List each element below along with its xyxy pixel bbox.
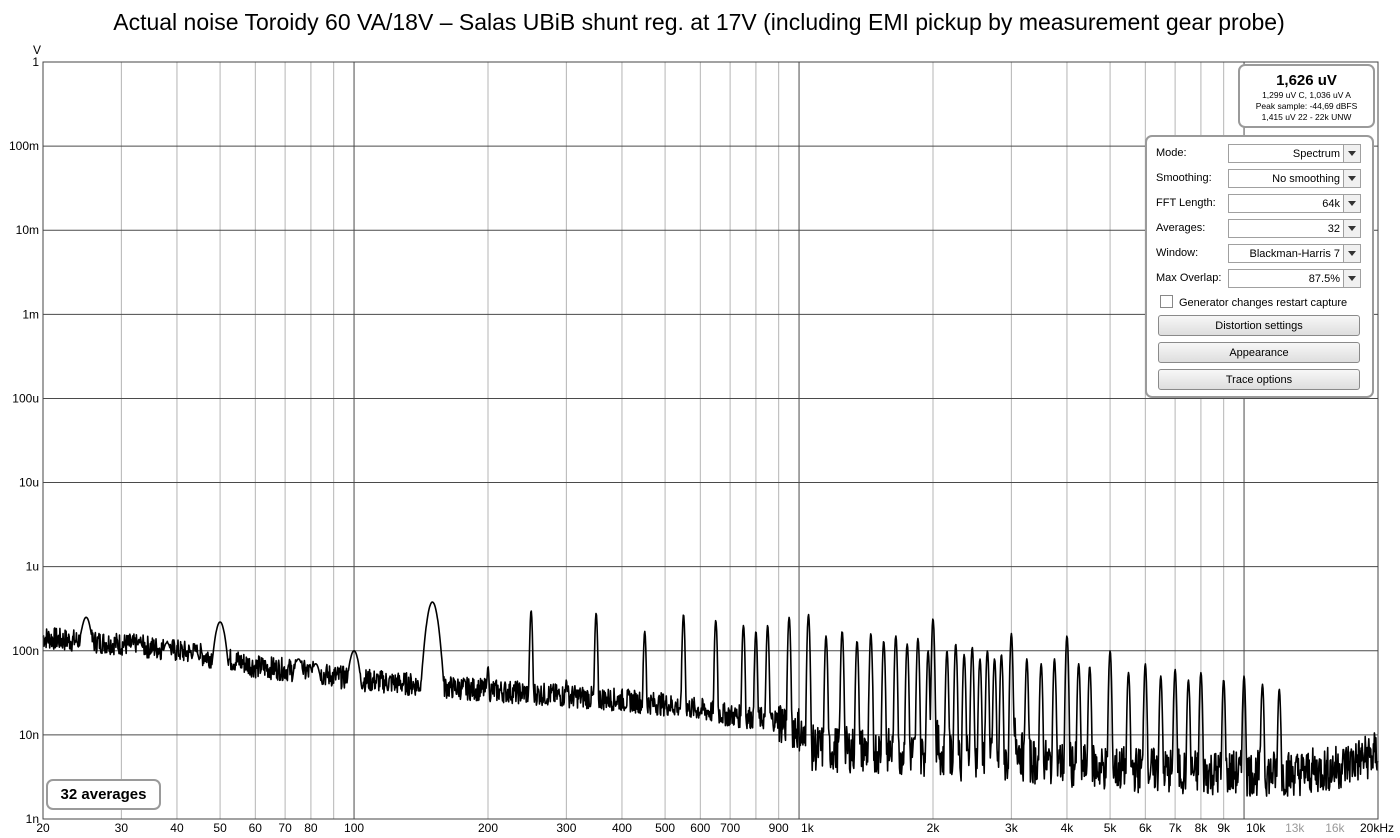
x-tick-label: 8k	[1195, 821, 1209, 835]
smoothing-value: No smoothing	[1272, 173, 1340, 185]
fft-length-label: FFT Length:	[1156, 197, 1216, 209]
noise-spectrum-line	[42, 601, 1379, 797]
x-tick-label: 6k	[1139, 821, 1153, 835]
x-axis-ticks: 20 30 40 50 60 70 80 100 200 300 400 500 600 700 900 1k…	[36, 821, 1394, 835]
smoothing-select[interactable]: No smoothing	[1228, 169, 1361, 188]
level-readout: 1,626 uV 1,299 uV C, 1,036 uV A Peak sam…	[1238, 64, 1375, 128]
x-tick-label: 80	[304, 821, 318, 835]
x-tick-label: 9k	[1217, 821, 1231, 835]
y-axis-ticks: 1 100m 10m 1m 100u 10u 1u 100n 10n 1n	[9, 55, 39, 826]
chevron-down-icon[interactable]	[1343, 170, 1360, 187]
y-axis-unit: V	[33, 43, 41, 57]
x-tick-label: 300	[556, 821, 576, 835]
x-tick-label: 2k	[927, 821, 941, 835]
readout-line-3: 1,415 uV 22 - 22k UNW	[1261, 112, 1352, 122]
readout-line-1: 1,299 uV C, 1,036 uV A	[1262, 90, 1351, 100]
x-tick-label: 20kHz	[1360, 821, 1394, 835]
appearance-button[interactable]: Appearance	[1158, 342, 1360, 363]
window-value: Blackman-Harris 7	[1249, 248, 1340, 260]
x-tick-label: 10k	[1246, 821, 1266, 835]
smoothing-row: Smoothing: No smoothing	[1156, 169, 1366, 189]
max-overlap-select[interactable]: 87.5%	[1228, 269, 1361, 288]
y-tick-label: 10n	[19, 728, 39, 742]
y-tick-label: 100m	[9, 139, 39, 153]
y-tick-label: 10m	[16, 223, 39, 237]
chevron-down-icon[interactable]	[1343, 270, 1360, 287]
readout-line-2: Peak sample: -44,69 dBFS	[1255, 101, 1358, 111]
x-tick-label: 400	[612, 821, 632, 835]
smoothing-label: Smoothing:	[1156, 172, 1212, 184]
x-tick-label: 16k	[1325, 821, 1345, 835]
y-tick-label: 1m	[22, 307, 39, 321]
x-tick-label: 4k	[1061, 821, 1075, 835]
chevron-down-icon[interactable]	[1343, 145, 1360, 162]
window-row: Window: Blackman-Harris 7	[1156, 244, 1366, 264]
averages-status: 32 averages	[46, 779, 161, 810]
x-tick-label: 70	[278, 821, 292, 835]
x-tick-label: 20	[36, 821, 50, 835]
averages-select[interactable]: 32	[1228, 219, 1361, 238]
x-tick-label: 50	[213, 821, 227, 835]
max-overlap-value: 87.5%	[1308, 273, 1340, 285]
plot-frame	[42, 61, 1379, 820]
x-tick-label: 5k	[1104, 821, 1118, 835]
y-tick-label: 100n	[12, 644, 39, 658]
generator-restart-checkbox[interactable]: Generator changes restart capture	[1160, 295, 1347, 309]
mode-value: Spectrum	[1292, 148, 1340, 160]
trace	[42, 601, 1379, 797]
x-tick-label: 60	[249, 821, 263, 835]
fft-length-value: 64k	[1322, 198, 1340, 210]
y-tick-label: 10u	[19, 476, 39, 490]
fft-length-row: FFT Length: 64k	[1156, 194, 1366, 214]
fft-length-select[interactable]: 64k	[1228, 194, 1361, 213]
readout-main: 1,626 uV	[1276, 72, 1337, 89]
mode-select[interactable]: Spectrum	[1228, 144, 1361, 163]
x-tick-label: 600	[690, 821, 710, 835]
x-tick-label: 100	[344, 821, 364, 835]
averages-label: Averages:	[1156, 222, 1206, 234]
x-tick-label: 200	[478, 821, 498, 835]
y-tick-label: 1	[32, 55, 39, 69]
y-tick-label: 1n	[26, 812, 39, 826]
chevron-down-icon[interactable]	[1343, 195, 1360, 212]
window-label: Window:	[1156, 247, 1199, 259]
x-tick-label: 700	[720, 821, 740, 835]
y-tick-label: 100u	[12, 391, 39, 405]
x-tick-label: 40	[170, 821, 184, 835]
checkbox-box[interactable]	[1160, 295, 1173, 308]
chevron-down-icon[interactable]	[1343, 220, 1360, 237]
x-tick-label: 3k	[1005, 821, 1019, 835]
mode-label: Mode:	[1156, 147, 1187, 159]
generator-restart-label: Generator changes restart capture	[1179, 297, 1348, 309]
max-overlap-row: Max Overlap: 87.5%	[1156, 269, 1366, 289]
x-tick-label: 7k	[1169, 821, 1183, 835]
x-tick-label: 1k	[801, 821, 815, 835]
averages-value: 32	[1327, 223, 1340, 235]
averages-row: Averages: 32	[1156, 219, 1366, 239]
chevron-down-icon[interactable]	[1343, 245, 1360, 262]
x-tick-label: 30	[115, 821, 129, 835]
chart-title: Actual noise Toroidy 60 VA/18V – Salas U…	[113, 9, 1285, 35]
trace-options-button[interactable]: Trace options	[1158, 369, 1360, 390]
window-select[interactable]: Blackman-Harris 7	[1228, 244, 1361, 263]
max-overlap-label: Max Overlap:	[1156, 272, 1222, 284]
controls-panel: Mode: Spectrum Smoothing: No smoothing F…	[1145, 135, 1374, 398]
x-tick-label: 500	[655, 821, 675, 835]
x-tick-label: 13k	[1285, 821, 1305, 835]
y-tick-label: 1u	[26, 560, 39, 574]
x-tick-label: 900	[769, 821, 789, 835]
mode-row: Mode: Spectrum	[1156, 144, 1366, 164]
distortion-settings-button[interactable]: Distortion settings	[1158, 315, 1360, 336]
